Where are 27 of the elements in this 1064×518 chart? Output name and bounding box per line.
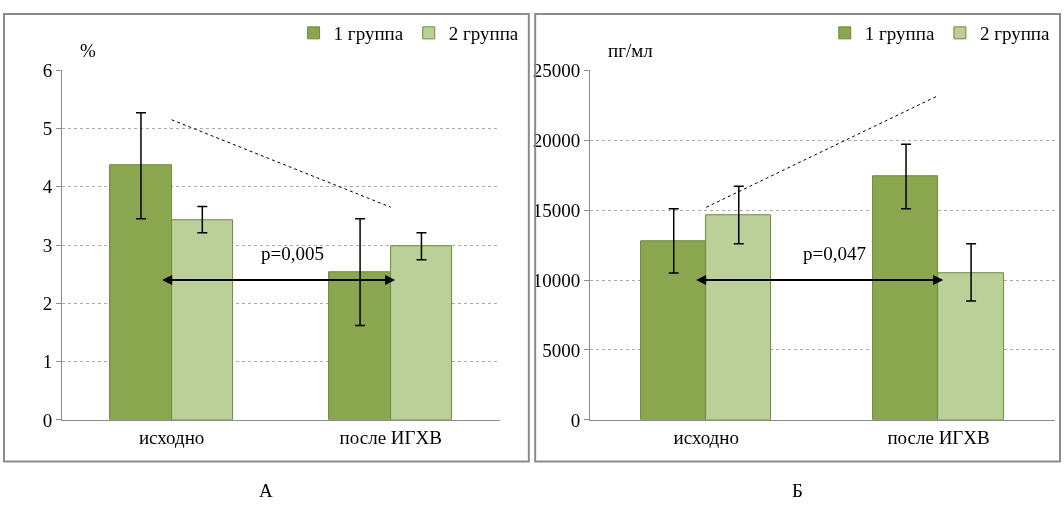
y-tick-label: 10000 (532, 269, 581, 291)
y-axis-title: пг/мл (608, 40, 654, 61)
y-tick-label: 15000 (532, 199, 581, 221)
y-tick-label: 0 (42, 409, 53, 431)
y-tick-label: 3 (42, 234, 53, 256)
annotation: p=0,047 (803, 243, 866, 264)
legend-label: 1 группа (864, 23, 935, 45)
x-tick-label: после ИГХВ (339, 426, 442, 448)
y-tick-label: 20000 (532, 129, 581, 151)
y-tick-label: 25000 (532, 59, 581, 81)
x-tick-label: исходно (673, 426, 739, 448)
y-tick-label: 1 (42, 351, 53, 373)
y-tick-label: 2 (42, 292, 53, 314)
legend-label: 2 группа (979, 23, 1051, 45)
y-tick-label: 6 (42, 59, 53, 81)
text: Б (792, 480, 803, 501)
legend-label: 2 группа (448, 23, 519, 45)
x-tick-label: после ИГХВ (887, 426, 990, 448)
x-tick-label: исходно (138, 426, 205, 448)
y-tick-label: 4 (42, 176, 53, 198)
y-axis-title: % (80, 40, 96, 61)
annotation: p=0,005 (261, 243, 324, 264)
y-tick-label: 5 (42, 118, 53, 140)
legend-label: 1 группа (333, 23, 404, 45)
y-tick-label: 0 (570, 409, 581, 431)
text: А (259, 480, 273, 501)
y-tick-label: 5000 (542, 339, 581, 361)
